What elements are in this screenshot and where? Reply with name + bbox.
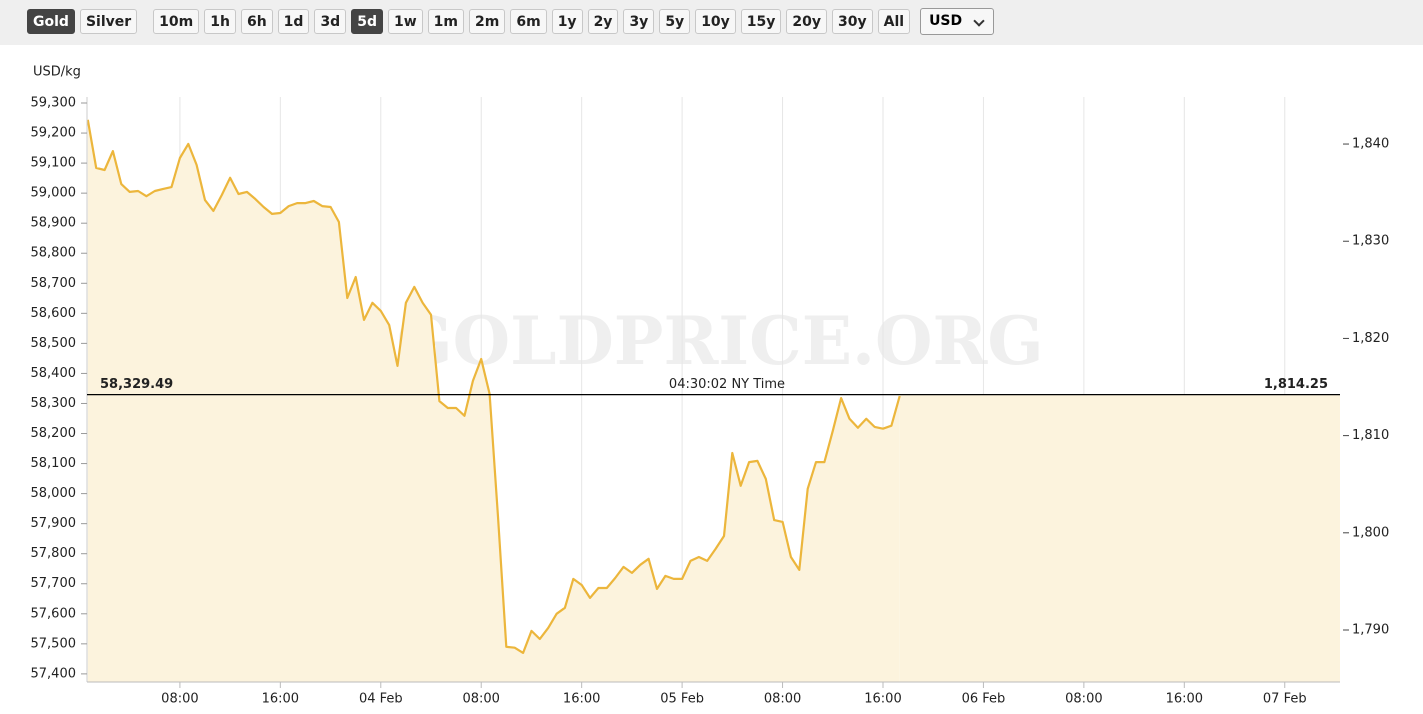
x-tick-label: 08:00 [462,692,499,707]
toolbar-button[interactable]: 3y [623,9,655,34]
y-tick-label: 58,400 [31,366,77,381]
y2-tick-label: 1,810 [1352,428,1389,443]
y-tick-label: 59,300 [31,96,77,111]
y-tick-label: 58,200 [31,426,77,441]
toolbar-button[interactable]: 5d [351,9,383,34]
y-tick-label: 58,600 [31,306,77,321]
toolbar-button[interactable]: 2y [587,9,619,34]
toolbar-button[interactable]: 1m [427,9,464,34]
button-row: Gold Silver 10m 1h 6h 1d 3d 5d 1w 1m 2m 6m 1y 2y 3y 5y 1… [27,8,995,36]
current-price-label: 58,329.49 [100,377,173,392]
y-tick-label: 59,100 [31,156,77,171]
toolbar-button[interactable]: All [877,9,911,34]
currency-select[interactable]: USD [920,8,995,35]
watermark: GOLDPRICE.ORG [396,302,1043,380]
y-tick-label: 59,200 [31,126,77,141]
x-tick-label: 16:00 [864,692,901,707]
y-tick-label: 57,800 [31,546,77,561]
price-line [86,119,901,654]
x-tick-label: 16:00 [563,692,600,707]
y-tick-label: 57,900 [31,516,77,531]
y-tick-label: 58,300 [31,396,77,411]
y-tick-label: 58,000 [31,486,77,501]
current-price-area [899,394,1340,682]
y-tick-label: 57,600 [31,606,77,621]
x-tick-label: 08:00 [764,692,801,707]
x-tick-label: 05 Feb [660,692,704,707]
spacer [142,9,148,36]
toolbar-button[interactable]: 5y [659,9,691,34]
y2-tick-label: 1,800 [1352,525,1389,540]
area [87,119,900,683]
toolbar: Gold Silver 10m 1h 6h 1d 3d 5d 1w 1m 2m 6m 1y 2y 3y 5y 1… [0,0,1423,45]
current-time-label: 04:30:02 NY Time [669,377,785,392]
toolbar-button[interactable]: 15y [740,9,782,34]
x-tick-label: 07 Feb [1263,692,1307,707]
x-tick-label: 08:00 [1065,692,1102,707]
toolbar-button[interactable]: 20y [786,9,828,34]
y2-tick-label: 1,830 [1352,234,1389,249]
toolbar-button[interactable]: 1w [387,9,423,34]
toolbar-button[interactable]: 3d [314,9,347,34]
y-tick-label: 58,100 [31,456,77,471]
x-tick-label: 16:00 [1166,692,1203,707]
current-price-y2-label: 1,814.25 [1264,377,1328,392]
y-tick-label: 58,800 [31,246,77,261]
y-tick-label: 57,700 [31,576,77,591]
toolbar-button[interactable]: Silver [79,9,138,34]
toolbar-button[interactable]: 10y [695,9,736,34]
x-tick-label: 04 Feb [359,692,403,707]
y-tick-label: 59,000 [31,186,77,201]
y-tick-label: 58,900 [31,216,77,231]
toolbar-button[interactable]: 1y [551,9,583,34]
toolbar-button[interactable]: 10m [153,9,200,34]
toolbar-button[interactable]: Gold [27,9,75,34]
y-tick-label: 57,400 [31,666,77,681]
toolbar-button[interactable]: 6m [510,9,547,34]
y2-tick-label: 1,820 [1352,331,1389,346]
y-tick-label: 58,700 [31,276,77,291]
y-axis-label: USD/kg [33,65,81,80]
x-tick-label: 08:00 [161,692,198,707]
x-tick-label: 06 Feb [962,692,1006,707]
y2-tick-label: 1,840 [1352,137,1389,152]
toolbar-button[interactable]: 6h [240,9,273,34]
toolbar-button[interactable]: 1d [277,9,310,34]
toolbar-button[interactable]: 2m [469,9,506,34]
y-tick-label: 58,500 [31,336,77,351]
toolbar-button[interactable]: 30y [832,9,873,34]
chart: USD/kg GOLDPRICE.ORG 08:00 16:00 04 Feb 08:… [31,65,1390,707]
x-tick-label: 16:00 [262,692,299,707]
y2-tick-label: 1,790 [1352,623,1389,638]
y-tick-label: 57,500 [31,636,77,651]
toolbar-button[interactable]: 1h [204,9,236,34]
